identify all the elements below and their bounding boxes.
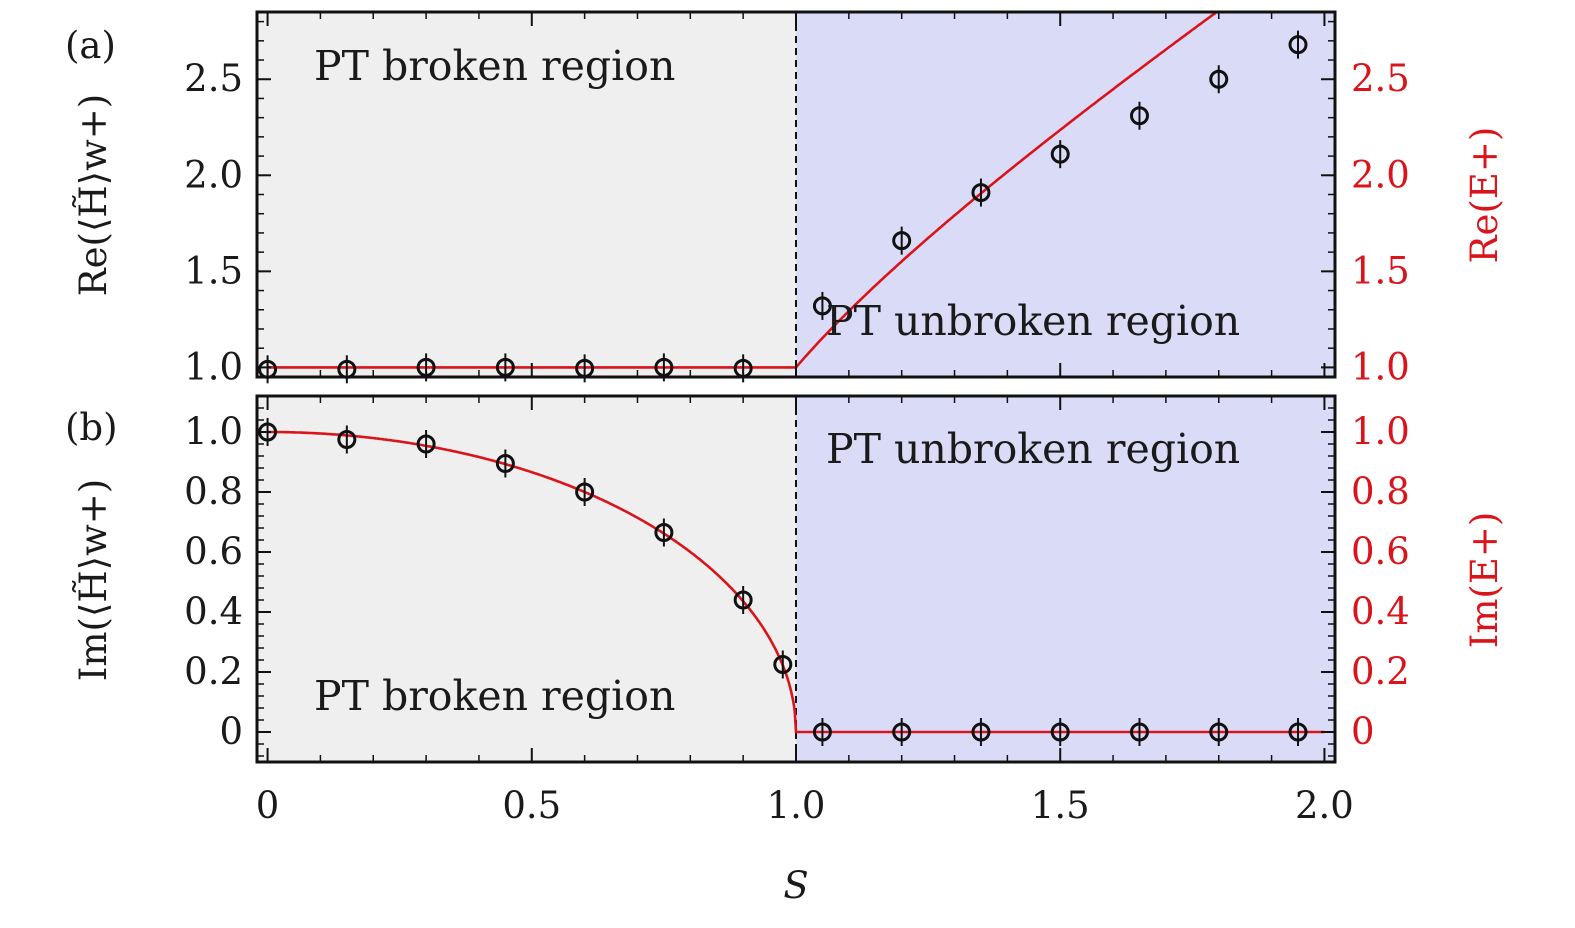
panel-a-ylabel-left: Re(⟨H̃⟩w+) — [71, 94, 115, 296]
data-marker — [495, 454, 515, 473]
data-point — [495, 449, 515, 478]
y-tick-label-left: 1.0 — [184, 410, 243, 453]
data-marker — [1288, 722, 1308, 742]
panel-b-ylabel-right: Im(E+) — [1463, 512, 1506, 649]
data-marker — [1050, 722, 1070, 742]
data-point — [1129, 718, 1149, 746]
panel-b-unbroken-region — [796, 396, 1335, 762]
data-marker — [892, 722, 912, 742]
y-tick-label-right: 2.5 — [1351, 57, 1410, 100]
data-point — [892, 226, 912, 255]
data-marker — [495, 357, 515, 377]
data-marker — [1050, 144, 1070, 164]
data-marker — [812, 296, 832, 316]
y-tick-label-right: 1.5 — [1351, 249, 1410, 292]
data-marker — [654, 523, 674, 542]
x-tick-label: 0.5 — [502, 784, 561, 827]
data-point — [1129, 101, 1149, 130]
data-marker — [733, 590, 753, 610]
y-tick-label-left: 0.6 — [184, 530, 243, 573]
x-tick-label: 2.0 — [1295, 784, 1354, 827]
data-marker — [1288, 35, 1308, 55]
panel-a-unbroken-label: PT unbroken region — [826, 297, 1240, 345]
data-point — [1050, 718, 1070, 746]
x-tick-label: 0 — [256, 784, 280, 827]
y-tick-label-left: 0 — [219, 710, 243, 753]
y-tick-label-right: 0.2 — [1351, 650, 1410, 693]
panel-a-label: (a) — [65, 24, 116, 67]
data-marker — [575, 482, 595, 502]
panel-b-ticks: 0 0 0.2 0.2 0.4 0.4 0.6 0.6 0.8 0.8 1.0 1.0 — [184, 396, 1410, 762]
y-tick-label-left: 2.0 — [184, 153, 243, 196]
data-point — [812, 291, 832, 320]
x-tick-label: 1.0 — [767, 784, 826, 827]
panel-b-label: (b) — [65, 406, 118, 449]
y-tick-label-right: 1.0 — [1351, 345, 1410, 388]
data-marker — [1209, 722, 1229, 742]
data-marker — [892, 231, 912, 251]
data-marker — [971, 183, 991, 203]
panel-b-ylabel-left: Im(⟨H̃⟩w+) — [71, 479, 115, 681]
data-marker — [971, 722, 991, 742]
panel-a-frame — [255, 10, 1337, 379]
data-point — [416, 430, 436, 458]
panel-b-broken-label: PT broken region — [314, 672, 675, 720]
data-point — [337, 425, 357, 454]
data-marker — [812, 722, 832, 742]
panel-a-broken-region — [257, 12, 796, 377]
y-tick-label-right: 1.0 — [1351, 410, 1410, 453]
data-point — [1209, 65, 1229, 94]
data-point — [773, 650, 793, 679]
y-tick-label-right: 2.0 — [1351, 153, 1410, 196]
panel-a-unbroken-region — [796, 12, 1335, 377]
data-point — [971, 718, 991, 746]
data-point — [971, 178, 991, 207]
x-tick-label: 1.5 — [1031, 784, 1090, 827]
data-marker — [1209, 69, 1229, 89]
data-point — [654, 518, 674, 547]
data-point — [812, 718, 832, 746]
data-point — [733, 586, 753, 614]
data-marker — [337, 430, 357, 449]
y-tick-label-right: 0 — [1351, 710, 1375, 753]
y-tick-label-left: 0.4 — [184, 590, 243, 633]
y-tick-label-left: 0.2 — [184, 650, 243, 693]
y-tick-label-left: 1.0 — [184, 345, 243, 388]
panel-a-broken-label: PT broken region — [314, 42, 675, 90]
y-tick-label-left: 0.8 — [184, 470, 243, 513]
data-point — [575, 478, 595, 506]
y-tick-label-left: 2.5 — [184, 57, 243, 100]
x-tick-labels: 0 0.5 1.0 1.5 2.0 — [256, 784, 1354, 827]
data-marker — [1129, 722, 1149, 742]
y-tick-label-left: 1.5 — [184, 249, 243, 292]
data-point — [892, 718, 912, 746]
panel-a: 1.0 1.0 1.5 1.5 2.0 2.0 2.5 2.5 PT broken regio… — [65, 10, 1506, 388]
panel-a-ylabel-right: Re(E+) — [1463, 127, 1506, 264]
data-point — [1288, 30, 1308, 59]
data-point — [1050, 140, 1070, 169]
panel-b: 0 0 0.2 0.2 0.4 0.4 0.6 0.6 0.8 0.8 1.0 1.0 PT unbr… — [65, 394, 1506, 764]
data-marker — [773, 655, 793, 674]
data-point — [1209, 718, 1229, 746]
data-marker — [416, 434, 436, 454]
data-point — [1288, 718, 1308, 746]
y-tick-label-right: 0.8 — [1351, 470, 1410, 513]
panel-b-frame — [255, 394, 1337, 764]
panel-b-broken-region — [257, 396, 796, 762]
data-marker — [1129, 106, 1149, 126]
data-marker — [654, 357, 674, 377]
x-axis-label: S — [783, 864, 808, 907]
y-tick-label-right: 0.6 — [1351, 530, 1410, 573]
y-tick-label-right: 0.4 — [1351, 590, 1410, 633]
panel-b-unbroken-label: PT unbroken region — [826, 425, 1240, 473]
